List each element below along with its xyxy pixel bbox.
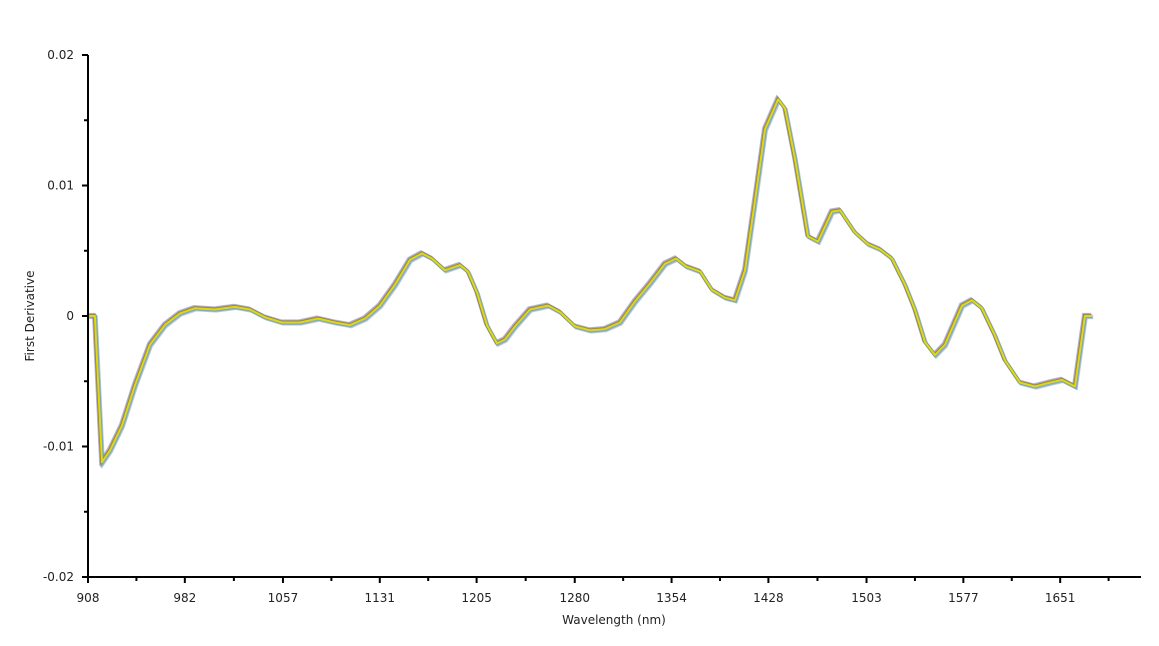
x-tick-label: 1577 xyxy=(948,591,979,605)
x-tick-label: 1354 xyxy=(656,591,687,605)
y-ticks: -0.02 -0.01 0 0.01 0.02 xyxy=(43,48,88,584)
series-line xyxy=(88,98,1092,464)
y-tick-label: 0 xyxy=(66,309,74,323)
x-tick-label: 1503 xyxy=(851,591,882,605)
y-tick-label: 0.02 xyxy=(47,48,74,62)
x-tick-label: 1057 xyxy=(268,591,299,605)
x-tick-label: 908 xyxy=(77,591,100,605)
x-axis-label: Wavelength (nm) xyxy=(562,613,666,627)
x-tick-label: 1205 xyxy=(461,591,492,605)
x-tick-label: 1651 xyxy=(1045,591,1076,605)
spectrum-band-line xyxy=(88,95,1092,468)
y-tick-label: -0.02 xyxy=(43,570,74,584)
spectrum-band-line xyxy=(89,97,1094,469)
spectrum-band-line xyxy=(88,96,1093,469)
x-ticks: 908 982 1057 1131 1205 1280 1354 1428 1503 1577 16… xyxy=(77,577,1110,605)
x-tick-label: 1428 xyxy=(753,591,784,605)
y-tick-label: -0.01 xyxy=(43,440,74,454)
x-tick-label: 982 xyxy=(173,591,196,605)
spectrum-band-line xyxy=(87,95,1092,467)
y-axis-label: First Derivative xyxy=(23,271,37,362)
spectrum-band-line xyxy=(86,94,1091,467)
x-tick-label: 1280 xyxy=(559,591,590,605)
series-lines xyxy=(88,98,1092,464)
spectra-band xyxy=(86,94,1094,469)
x-tick-label: 1131 xyxy=(365,591,396,605)
y-tick-label: 0.01 xyxy=(47,179,74,193)
